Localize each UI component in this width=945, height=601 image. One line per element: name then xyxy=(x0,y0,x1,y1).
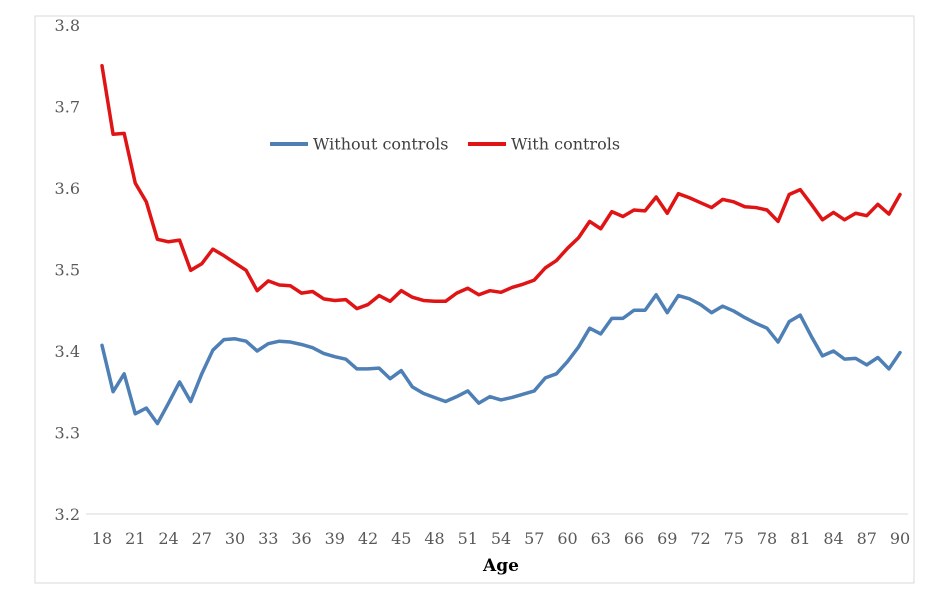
series-line-with-controls xyxy=(100,64,902,311)
x-tick-label: 66 xyxy=(624,529,644,548)
y-tick-label: 3.5 xyxy=(55,261,80,280)
x-tick-label: 42 xyxy=(358,529,378,548)
x-tick-label: 90 xyxy=(890,529,910,548)
x-tick-label: 87 xyxy=(857,529,877,548)
x-tick-labels: 18 21 24 27 30 33 36 39 42 45 48 51 54 57 60 63 66 69 72 75… xyxy=(92,529,910,548)
x-tick-label: 81 xyxy=(790,529,810,548)
x-tick-label: 36 xyxy=(291,529,311,548)
x-tick-label: 75 xyxy=(724,529,744,548)
x-tick-label: 48 xyxy=(424,529,444,548)
x-tick-label: 24 xyxy=(158,529,178,548)
series-line-without-controls xyxy=(100,293,902,426)
x-tick-label: 78 xyxy=(757,529,777,548)
legend-label-without-controls: Without controls xyxy=(313,135,448,154)
x-axis-title: Age xyxy=(482,556,519,576)
x-tick-label: 84 xyxy=(823,529,843,548)
x-tick-label: 72 xyxy=(690,529,710,548)
y-tick-label: 3.7 xyxy=(55,98,80,117)
x-tick-label: 18 xyxy=(92,529,112,548)
y-tick-label: 3.3 xyxy=(55,424,80,443)
x-tick-label: 69 xyxy=(657,529,677,548)
y-tick-label: 3.6 xyxy=(55,179,80,198)
x-tick-label: 45 xyxy=(391,529,411,548)
x-tick-label: 63 xyxy=(591,529,611,548)
x-tick-label: 30 xyxy=(225,529,245,548)
x-tick-label: 33 xyxy=(258,529,278,548)
x-tick-label: 51 xyxy=(458,529,478,548)
x-tick-label: 57 xyxy=(524,529,544,548)
x-tick-label: 60 xyxy=(557,529,577,548)
x-tick-label: 21 xyxy=(125,529,145,548)
y-tick-labels: 3.2 3.3 3.4 3.5 3.6 3.7 3.8 xyxy=(55,16,80,524)
legend: Without controls With controls xyxy=(270,135,620,154)
x-tick-label: 27 xyxy=(192,529,212,548)
legend-label-with-controls: With controls xyxy=(511,135,620,154)
series-lines xyxy=(100,64,902,426)
y-tick-label: 3.8 xyxy=(55,16,80,35)
y-tick-label: 3.4 xyxy=(55,342,80,361)
chart-border xyxy=(34,15,915,584)
x-tick-label: 54 xyxy=(491,529,511,548)
y-tick-label: 3.2 xyxy=(55,505,80,524)
x-tick-label: 39 xyxy=(325,529,345,548)
